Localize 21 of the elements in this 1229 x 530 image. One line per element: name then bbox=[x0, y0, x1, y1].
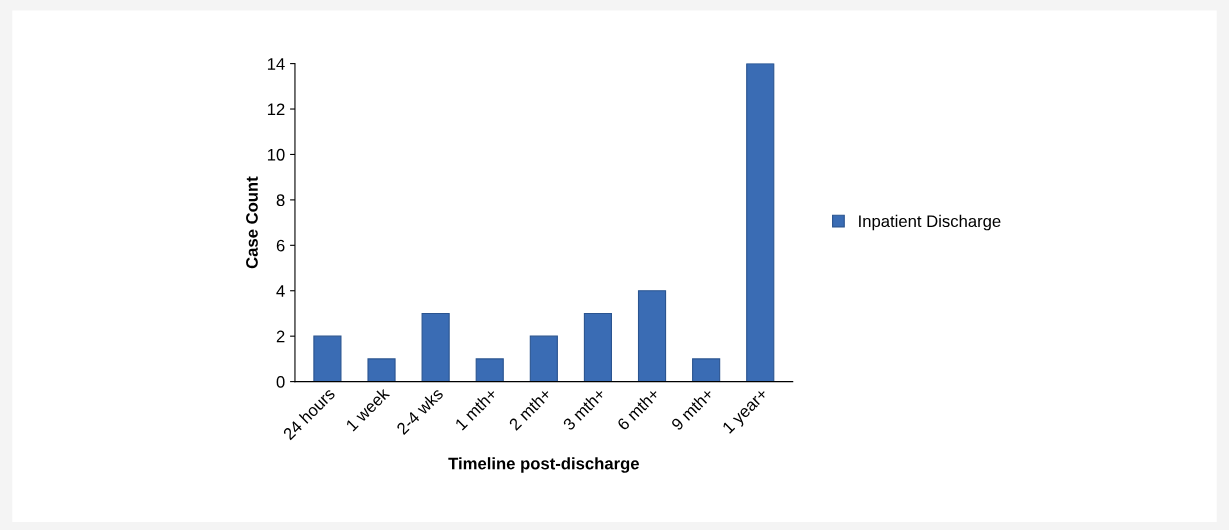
bar bbox=[367, 358, 396, 382]
y-tick-label: 10 bbox=[267, 148, 285, 161]
y-tick-label: 12 bbox=[267, 103, 285, 116]
bar bbox=[529, 335, 558, 382]
bar bbox=[583, 312, 613, 382]
bar bbox=[313, 335, 342, 382]
x-tick-label: 2-4 wks bbox=[395, 386, 444, 436]
bar bbox=[475, 358, 504, 382]
y-tick-label: 8 bbox=[276, 194, 285, 207]
bar bbox=[421, 312, 450, 382]
y-tick-label: 2 bbox=[276, 330, 285, 343]
y-tick-label: 14 bbox=[267, 58, 285, 70]
y-tick-label: 0 bbox=[276, 376, 285, 388]
y-tick-label: 4 bbox=[276, 285, 285, 297]
bar bbox=[692, 358, 721, 382]
y-tick-label: 6 bbox=[276, 239, 285, 252]
bar bbox=[637, 290, 667, 382]
y-axis-title: Case Count bbox=[246, 176, 258, 269]
x-axis-title: Timeline post-discharge bbox=[448, 457, 639, 473]
bar bbox=[746, 63, 775, 382]
legend-label: Inpatient Discharge bbox=[859, 214, 1001, 231]
